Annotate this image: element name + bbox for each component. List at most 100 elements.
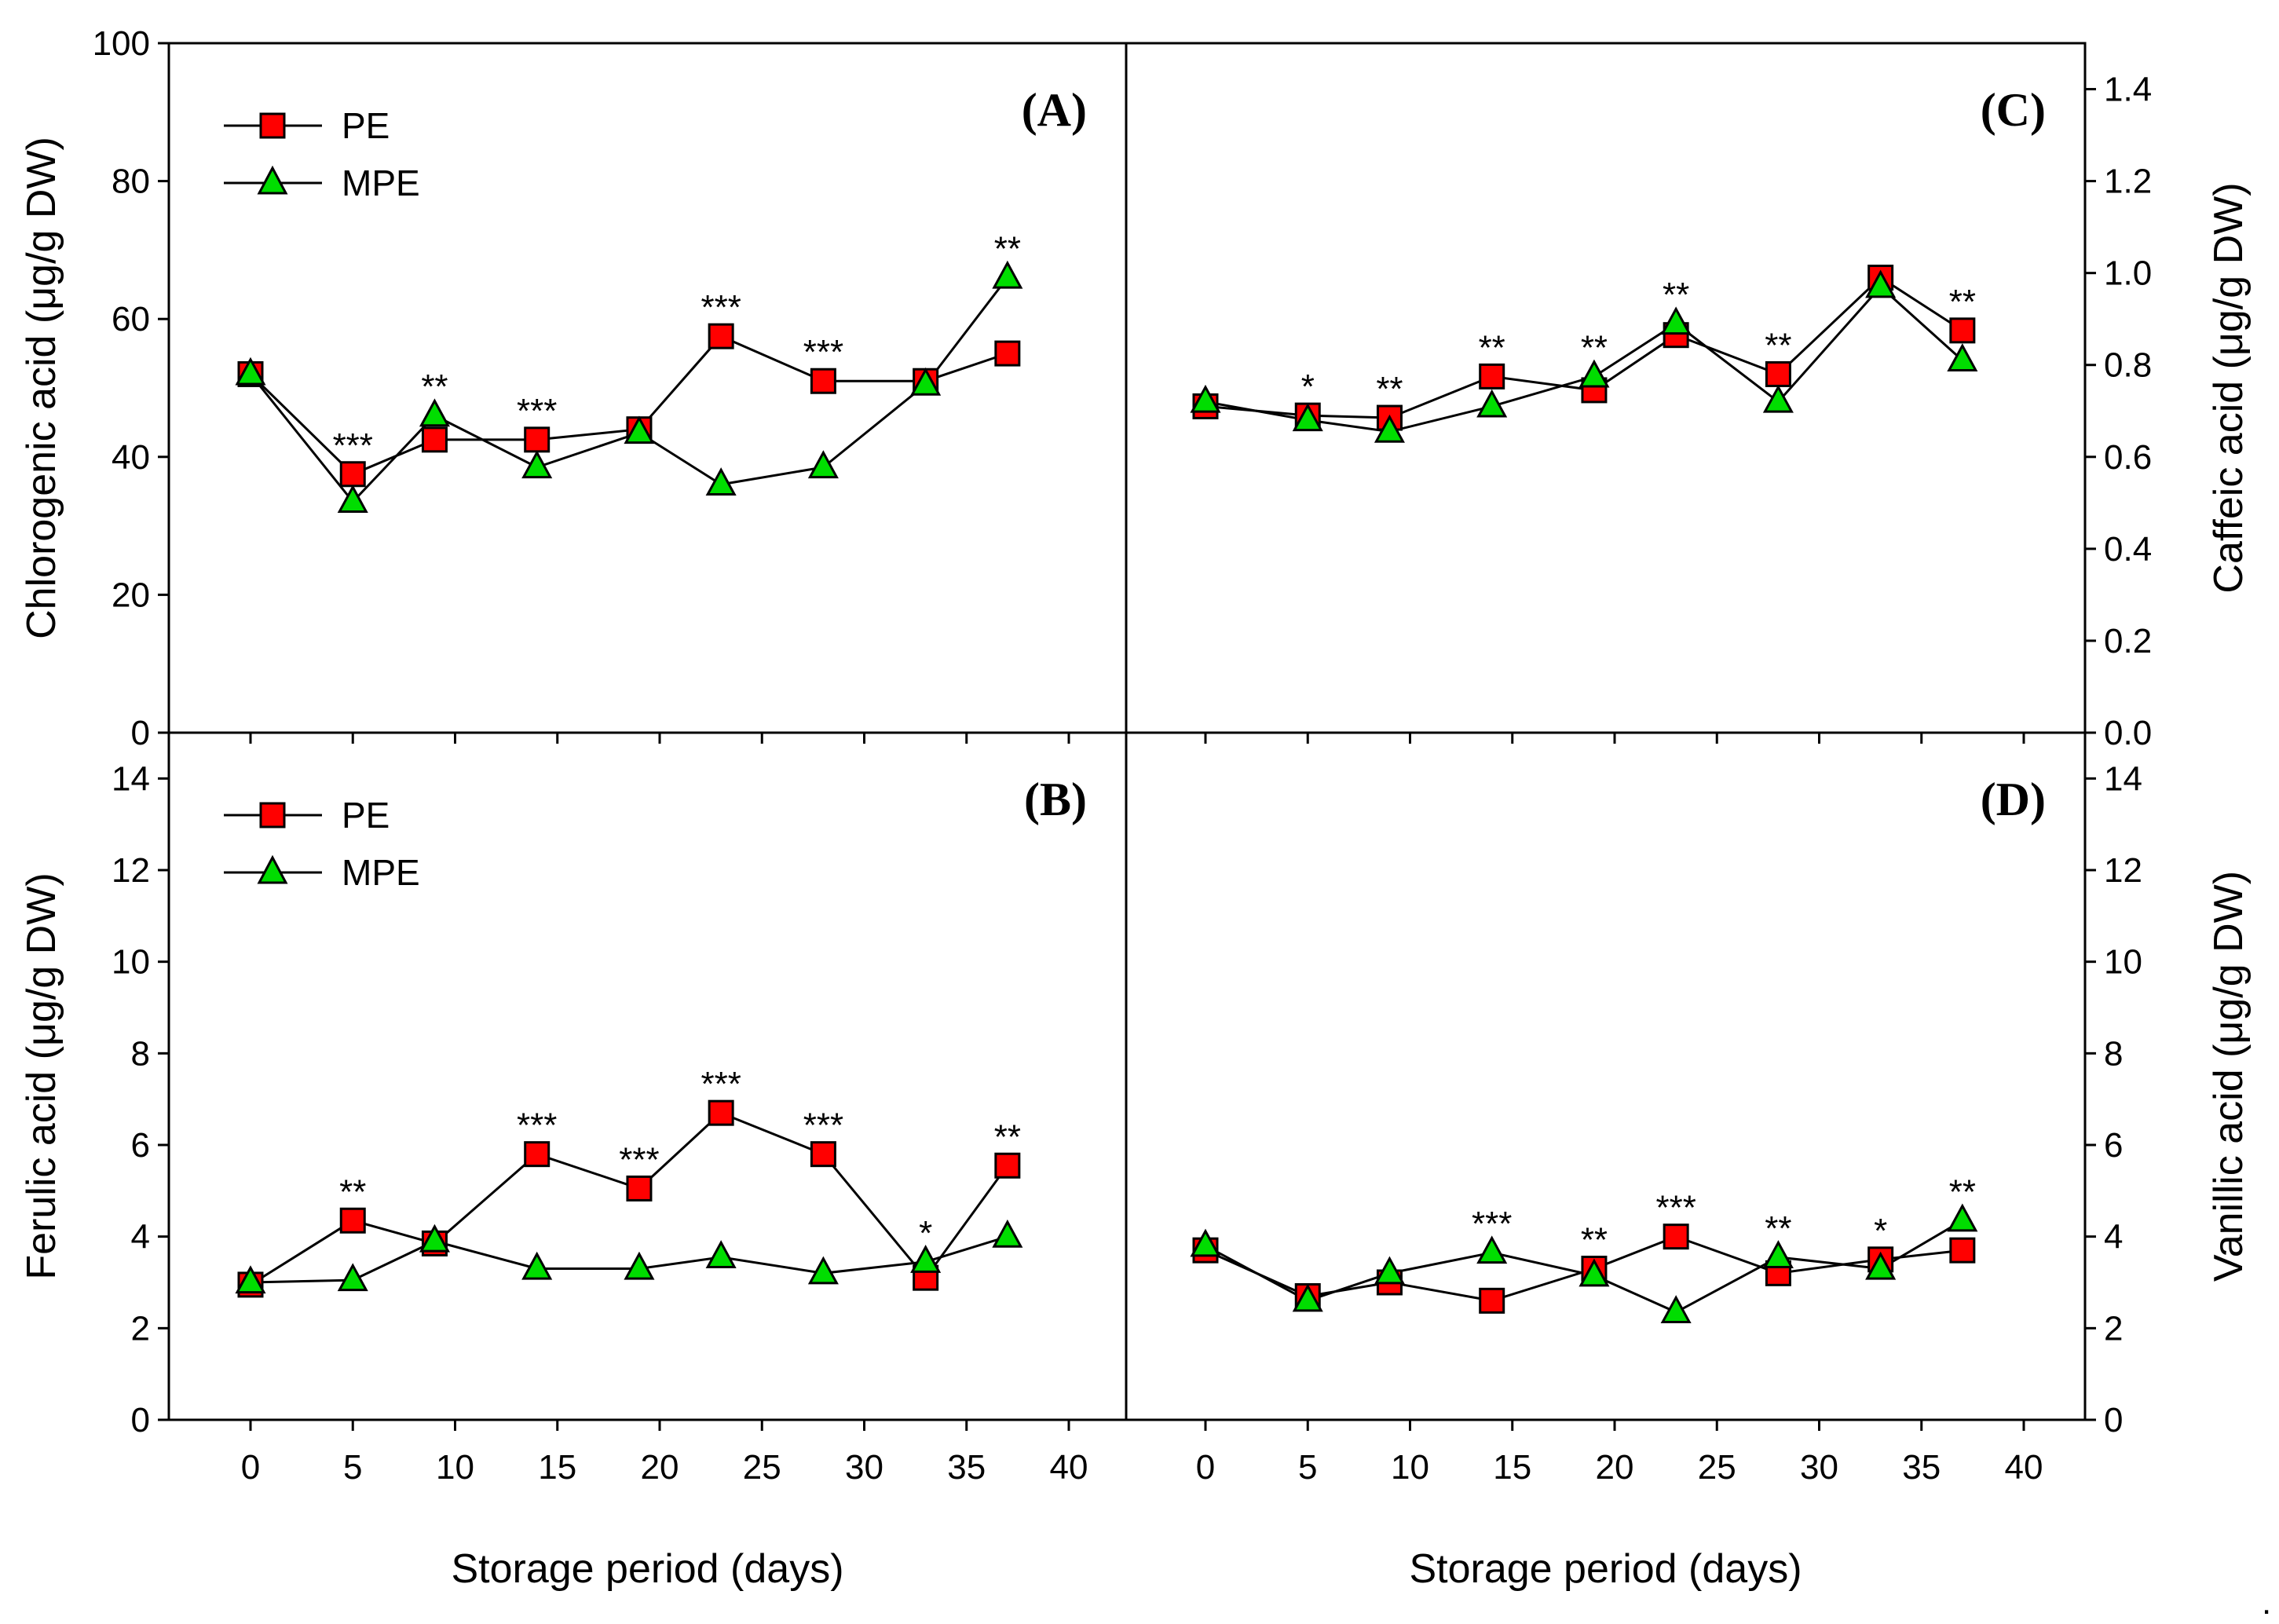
data-point-pe [1765, 360, 1791, 387]
y-tick-label: 4 [2104, 1218, 2123, 1256]
significance-label: * [919, 1214, 932, 1253]
data-point-pe [1663, 1223, 1689, 1250]
data-point-mpe [705, 467, 737, 496]
significance-label: ** [339, 1172, 366, 1211]
panel-label: (D) [1981, 774, 2046, 825]
panel-b: 0 2 4 6 8 10 12 14 Ferulic acid (μg/g DW) 0 5 10 15 2… [19, 759, 1088, 1592]
data-point-mpe [1660, 306, 1692, 335]
significance-label: ** [1663, 276, 1689, 314]
data-point-pe [994, 340, 1021, 367]
x-tick-label: 0 [241, 1448, 260, 1487]
panel-d: 0 2 4 6 8 10 12 14 Vanillic acid (μg/g DW) 0 5 10 15… [1196, 759, 2252, 1592]
data-point-mpe [1947, 1203, 1978, 1232]
data-point-mpe [1292, 403, 1323, 432]
trailing-period-mark: . [2262, 1583, 2271, 1622]
panel-label: (B) [1024, 774, 1087, 825]
y-tick-label: 6 [131, 1126, 150, 1165]
y-tick-label: 8 [131, 1034, 150, 1073]
x-axis-title: Storage period (days) [1409, 1546, 1802, 1592]
significance-label: ** [1949, 283, 1976, 321]
significance-label: ** [994, 230, 1021, 269]
y-tick-label: 60 [112, 300, 150, 338]
significance-label: ** [1765, 326, 1791, 364]
y-tick-label: 80 [112, 163, 150, 201]
data-point-mpe [235, 357, 266, 386]
significance-label: *** [701, 1065, 741, 1103]
data-point-mpe [1762, 1240, 1794, 1269]
y-tick-label: 40 [112, 438, 150, 477]
significance-label: ** [1765, 1209, 1791, 1248]
data-point-mpe [992, 260, 1023, 289]
data-point-mpe [521, 1251, 553, 1280]
x-tick-label: 35 [947, 1448, 986, 1487]
data-point-mpe [705, 1240, 737, 1269]
significance-label: *** [517, 392, 557, 430]
significance-label: ** [1949, 1172, 1976, 1211]
data-point-pe [1949, 317, 1976, 344]
y-axis-title: Vanillic acid (μg/g DW) [2206, 871, 2252, 1282]
data-point-pe [524, 426, 551, 453]
significance-label: *** [803, 1106, 843, 1145]
data-point-mpe [624, 1251, 655, 1280]
significance-label: ** [994, 1117, 1021, 1156]
x-tick-label: 30 [1800, 1448, 1838, 1487]
significance-label: *** [619, 1140, 659, 1179]
y-axis-title: Chlorogenic acid (μg/g DW) [19, 137, 64, 639]
data-point-pe [708, 323, 734, 349]
data-point-mpe [1190, 384, 1221, 413]
x-axis-title: Storage period (days) [451, 1546, 843, 1592]
data-point-mpe [1947, 343, 1978, 371]
significance-label: ** [1581, 1221, 1608, 1260]
significance-label: ** [1581, 328, 1608, 367]
x-tick-label: 15 [538, 1448, 576, 1487]
data-point-mpe [521, 450, 553, 479]
y-tick-label: 20 [112, 576, 150, 614]
data-point-pe [421, 426, 448, 453]
y-tick-label: 4 [131, 1218, 150, 1256]
panel-c: 0.0 0.2 0.4 0.6 0.8 1.0 1.2 1.4 Caffeic acid (μg… [1204, 71, 2252, 752]
legend-square-marker [259, 112, 286, 139]
y-tick-label: 12 [2104, 851, 2142, 890]
x-tick-label: 10 [436, 1448, 474, 1487]
y-axis-title: Caffeic acid (μg/g DW) [2206, 182, 2252, 593]
y-tick-label: 0.4 [2104, 530, 2152, 569]
data-point-pe [339, 1207, 366, 1234]
y-tick-label: 12 [112, 851, 150, 890]
legend: PE MPE [224, 105, 420, 203]
y-tick-label: 0.0 [2104, 714, 2152, 752]
y-tick-label: 0 [131, 714, 150, 752]
data-point-pe [524, 1141, 551, 1168]
legend-label-pe: PE [342, 105, 390, 146]
data-point-pe [708, 1099, 734, 1126]
data-point-mpe [419, 398, 450, 427]
data-point-mpe [1476, 1235, 1508, 1264]
y-tick-label: 0.2 [2104, 622, 2152, 660]
y-tick-label: 2 [2104, 1309, 2123, 1348]
significance-label: * [1874, 1212, 1887, 1250]
y-tick-label: 6 [2104, 1126, 2123, 1165]
y-tick-label: 100 [93, 24, 150, 63]
panel-a: 0 20 40 60 80 100 Chlorogenic acid (μg/g DW) (A… [19, 24, 1087, 752]
data-point-mpe [419, 1223, 450, 1253]
data-point-mpe [1190, 1228, 1221, 1257]
data-point-pe [1479, 1287, 1505, 1314]
data-point-pe [626, 1175, 653, 1202]
data-point-pe [1949, 1237, 1976, 1264]
data-point-mpe [807, 1256, 839, 1285]
significance-label: *** [803, 333, 843, 371]
y-tick-label: 1.2 [2104, 163, 2152, 201]
y-tick-label: 1.0 [2104, 254, 2152, 293]
panel-label: (A) [1022, 84, 1087, 136]
data-point-mpe [1374, 414, 1405, 443]
x-tick-label: 15 [1493, 1448, 1531, 1487]
x-tick-label: 20 [1596, 1448, 1634, 1487]
significance-label: *** [517, 1106, 557, 1145]
data-point-mpe [910, 1245, 942, 1273]
x-tick-label: 10 [1391, 1448, 1429, 1487]
y-tick-label: 0 [131, 1401, 150, 1439]
legend-triangle-marker [257, 165, 288, 195]
data-point-pe [339, 461, 366, 488]
y-tick-label: 8 [2104, 1034, 2123, 1073]
